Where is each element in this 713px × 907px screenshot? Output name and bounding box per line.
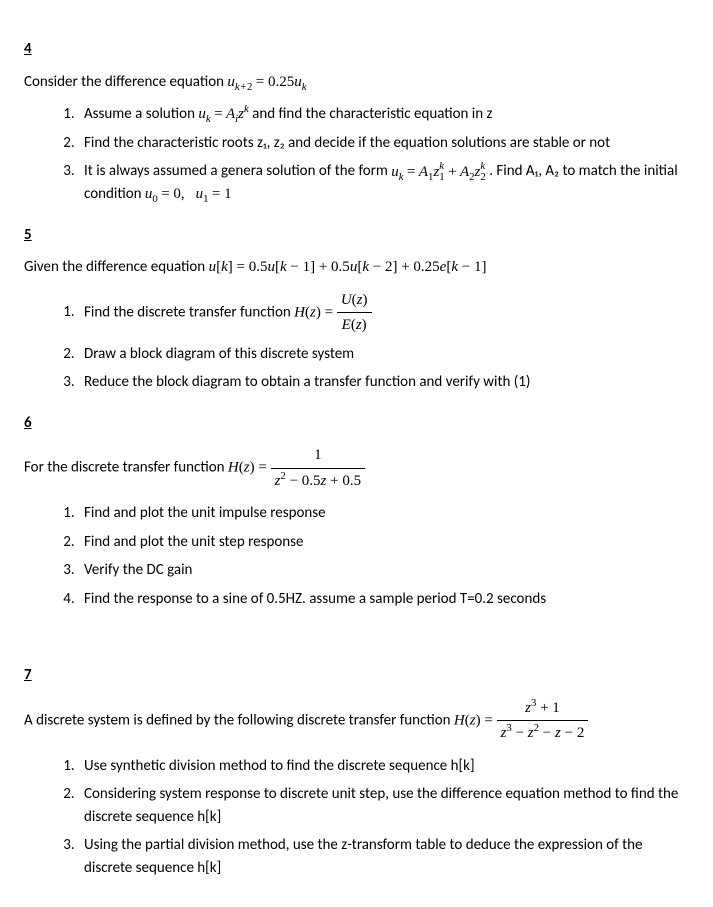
section-heading: 4 <box>24 38 689 61</box>
item-text: and find the characteristic equation in … <box>252 105 492 123</box>
equation: uk+2 = 0.25uk <box>227 71 306 94</box>
intro-text: For the discrete transfer function <box>24 459 228 477</box>
list-item: It is always assumed a genera solution o… <box>78 160 689 205</box>
list-item: Considering system response to discrete … <box>78 783 689 828</box>
equation: H(z) = z3 + 1 z3 − z2 − z − 2 <box>454 697 588 745</box>
item-text: Considering system response to discrete … <box>84 785 678 826</box>
problem-list: Assume a solution uk = Aizk and find the… <box>24 103 689 206</box>
item-text: Reduce the block diagram to obtain a tra… <box>84 373 530 391</box>
list-item: Verify the DC gain <box>78 559 689 582</box>
list-item: Find and plot the unit step response <box>78 531 689 554</box>
intro-text: Consider the difference equation <box>24 73 227 91</box>
problem-list: Use synthetic division method to find th… <box>24 755 689 880</box>
list-item: Find the response to a sine of 0.5HZ. as… <box>78 588 689 611</box>
section-heading: 6 <box>24 412 689 435</box>
list-item: Using the partial division method, use t… <box>78 834 689 879</box>
list-item: Find the characteristic roots z₁, z₂ and… <box>78 132 689 155</box>
item-text: Draw a block diagram of this discrete sy… <box>84 345 354 363</box>
item-text: Assume a solution <box>84 105 198 123</box>
list-item: Use synthetic division method to find th… <box>78 755 689 778</box>
intro-text: A discrete system is defined by the foll… <box>24 711 454 729</box>
problem-intro: Consider the difference equation uk+2 = … <box>24 71 689 94</box>
list-item: Assume a solution uk = Aizk and find the… <box>78 103 689 126</box>
item-text: Find the characteristic roots z₁, z₂ and… <box>84 134 610 152</box>
equation: u0 = 0, u1 = 1 <box>145 183 232 206</box>
item-text: It is always assumed a genera solution o… <box>84 162 391 180</box>
list-item: Find the discrete transfer function H(z)… <box>78 289 689 337</box>
problem-intro: Given the difference equation u[k] = 0.5… <box>24 256 689 279</box>
list-item: Find and plot the unit impulse response <box>78 502 689 525</box>
problem-list: Find and plot the unit impulse response … <box>24 502 689 610</box>
equation: u[k] = 0.5u[k − 1] + 0.5u[k − 2] + 0.25e… <box>209 256 487 279</box>
item-text: Verify the DC gain <box>84 561 192 579</box>
item-text: Find and plot the unit impulse response <box>84 504 326 522</box>
equation: uk = Aizk <box>198 103 248 126</box>
item-text: Find the response to a sine of 0.5HZ. as… <box>84 590 546 608</box>
equation: H(z) = U(z) E(z) <box>294 289 371 337</box>
problem-list: Find the discrete transfer function H(z)… <box>24 289 689 394</box>
section-heading: 5 <box>24 224 689 247</box>
list-item: Reduce the block diagram to obtain a tra… <box>78 371 689 394</box>
list-item: Draw a block diagram of this discrete sy… <box>78 343 689 366</box>
item-text: Find the discrete transfer function <box>84 303 294 321</box>
problem-intro: A discrete system is defined by the foll… <box>24 697 689 745</box>
item-text: Find and plot the unit step response <box>84 533 304 551</box>
problem-intro: For the discrete transfer function H(z) … <box>24 444 689 492</box>
equation: uk = A1zk1 + A2zk2 <box>391 161 486 184</box>
equation: H(z) = 1 z2 − 0.5z + 0.5 <box>228 444 365 492</box>
item-text: Using the partial division method, use t… <box>84 836 642 877</box>
intro-text: Given the difference equation <box>24 258 209 276</box>
section-heading: 7 <box>24 664 689 687</box>
